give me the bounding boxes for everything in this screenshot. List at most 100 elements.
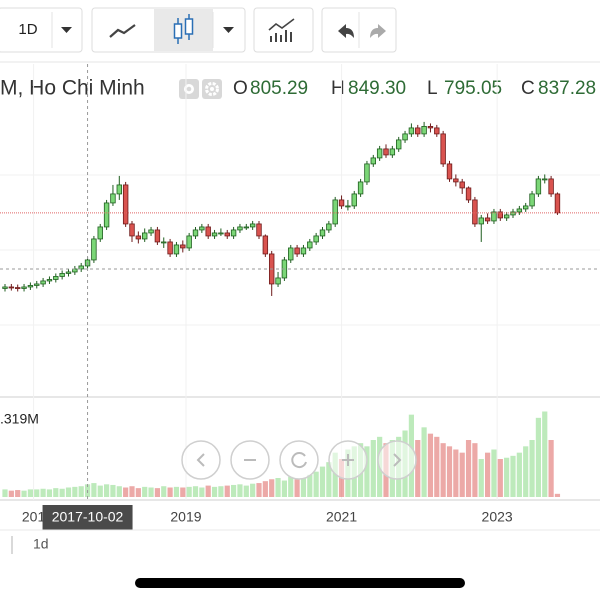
volume-bar [21, 490, 27, 497]
candle-body [224, 232, 230, 237]
candle-body [313, 235, 319, 243]
candle-body [554, 193, 561, 214]
volume-bar [535, 417, 541, 497]
candle-body [484, 217, 491, 222]
volume-bar [40, 488, 46, 497]
volume-bar [161, 486, 167, 497]
volume-bar [548, 440, 554, 497]
volume-bar [110, 484, 116, 497]
crosshair-label: 2017-10-02 [52, 509, 124, 525]
x-tick-label: 2021 [326, 509, 357, 525]
candle-body [262, 235, 269, 255]
ohlc-value: 795.05 [444, 78, 502, 99]
candle-body [53, 276, 59, 280]
candle-body [148, 229, 154, 234]
indicators-button[interactable] [253, 7, 314, 53]
candle-body [110, 193, 116, 204]
volume-bar [211, 486, 218, 497]
ohlc-value: 837.28 [538, 78, 596, 99]
candle-body [180, 244, 186, 249]
volume-bar [237, 484, 243, 497]
scroll-right-button[interactable] [377, 440, 417, 480]
candle-body [415, 127, 421, 135]
volume-bar [510, 455, 516, 497]
ohlc-key: L [427, 78, 438, 99]
ohlc-key: O [233, 78, 248, 99]
volume-bar [186, 486, 192, 497]
volume-bar [135, 488, 141, 497]
candle-body [129, 223, 135, 237]
candle-body [116, 184, 122, 195]
candle-body [376, 148, 383, 159]
volume-bar [554, 493, 561, 497]
candle-body [332, 199, 338, 225]
ohlc-key: H [331, 78, 345, 99]
volume-bar [281, 480, 287, 497]
volume-bar [294, 479, 300, 497]
candle-body [427, 126, 434, 129]
volume-bar [529, 440, 535, 497]
candle-icon [173, 14, 194, 44]
volume-bar [275, 478, 281, 497]
volume-bar [218, 486, 224, 497]
candle-body [364, 163, 370, 183]
volume-bar [231, 484, 237, 497]
candle-body [440, 133, 446, 165]
indicators-icon [268, 18, 295, 42]
candle-body [307, 241, 313, 249]
volume-bar [129, 486, 135, 497]
candle-body [294, 247, 300, 255]
candle-body [256, 223, 262, 237]
volume-bar [34, 489, 40, 497]
candle-body [338, 199, 345, 207]
candle-body [173, 244, 180, 255]
home-indicator [135, 578, 465, 588]
zoom-controls [181, 440, 417, 480]
candle-body [230, 229, 237, 237]
candle-body [497, 211, 503, 219]
candle-body [8, 286, 15, 289]
line-chart-icon [109, 24, 136, 38]
volume-bar [370, 440, 376, 497]
footer-interval[interactable]: 1d [33, 536, 49, 552]
candle-body [510, 211, 516, 216]
candle-body [421, 126, 427, 135]
candle-body [503, 214, 510, 219]
scroll-left-button[interactable] [181, 440, 221, 480]
candle-body [65, 271, 72, 274]
candle-selected[interactable] [154, 9, 213, 51]
volume-bar [364, 446, 370, 497]
candle-body [434, 127, 440, 135]
dropdown-icon [223, 27, 234, 33]
candle-body [192, 229, 199, 237]
candle-body [395, 139, 402, 150]
candle-body [383, 148, 389, 156]
volume-bar [53, 488, 59, 497]
volume-bar [313, 471, 319, 497]
crosshair-label-box [42, 505, 133, 530]
candle-body [161, 241, 167, 244]
undo-icon[interactable] [338, 24, 354, 38]
x-tick-label: 201 [22, 509, 46, 525]
volume-bar [65, 487, 72, 497]
candle-body [14, 287, 21, 289]
volume-bar [27, 489, 33, 497]
candle-body [351, 193, 357, 207]
volume-bar [523, 446, 529, 497]
volume-bar [516, 452, 522, 497]
volume-bar [224, 485, 230, 497]
candle-body [288, 247, 294, 261]
volume-bar [167, 487, 173, 497]
volume-bar [78, 486, 84, 497]
volume-bar [326, 462, 332, 497]
candle-body [523, 205, 529, 210]
interval-button[interactable] [0, 7, 83, 53]
candle-body [135, 235, 142, 240]
candle-body [186, 235, 192, 249]
volume-bar [192, 486, 199, 497]
volume-bar [440, 443, 446, 497]
volume-bar [256, 483, 262, 497]
redo-icon[interactable] [370, 24, 386, 38]
ohlc-key: C [521, 78, 535, 99]
reset-button[interactable] [279, 440, 319, 480]
